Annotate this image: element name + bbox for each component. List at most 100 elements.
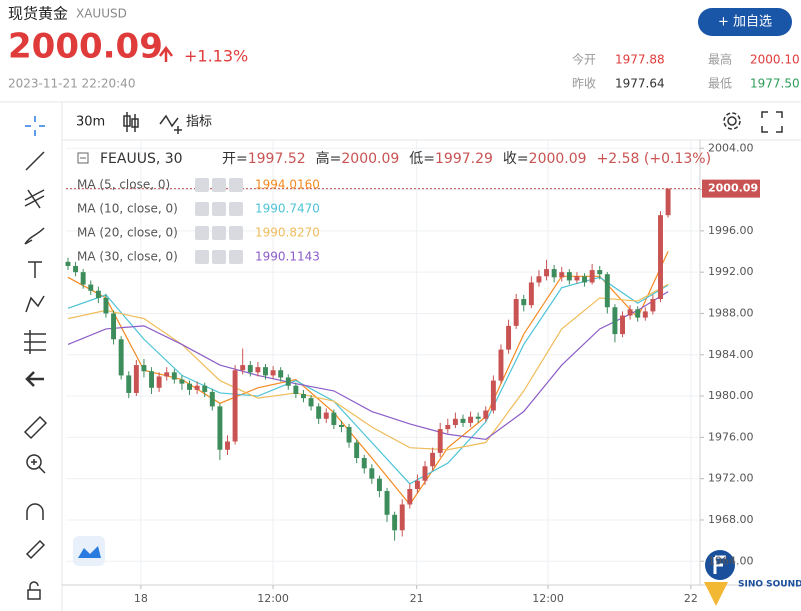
legend-control[interactable] <box>195 178 209 192</box>
back-tool[interactable] <box>25 371 44 387</box>
candle-body <box>452 418 458 425</box>
last-price-tag <box>702 179 760 198</box>
candle-body <box>232 370 238 442</box>
candle-body <box>475 416 481 419</box>
x-tick-label: 12:00 <box>257 592 289 605</box>
candle-body <box>65 261 71 266</box>
candle-body <box>407 488 413 505</box>
legend-control[interactable] <box>212 226 226 240</box>
measure-tool[interactable] <box>24 330 46 354</box>
candle-body <box>528 282 534 306</box>
candle-body <box>498 349 504 381</box>
candle-body <box>308 398 314 407</box>
magnet-tool[interactable] <box>26 503 44 520</box>
ruler-tool[interactable] <box>23 415 48 440</box>
fullscreen-button[interactable] <box>761 111 783 133</box>
candle-body <box>225 441 230 450</box>
chart-type-icon <box>78 546 101 558</box>
candle-body <box>270 370 276 376</box>
legend-control[interactable] <box>212 178 226 192</box>
candle-body <box>338 424 344 428</box>
indicator-icon[interactable] <box>159 114 182 134</box>
last-price: 2000.09 <box>8 27 163 67</box>
interval-button[interactable]: 30m <box>76 115 105 130</box>
x-tick-label: 22 <box>684 592 698 605</box>
instrument-symbol: XAUUSD <box>76 7 127 21</box>
candle-body <box>445 424 451 430</box>
candle-body <box>559 272 565 278</box>
legend-control[interactable] <box>229 178 243 192</box>
legend-entry: MA (5, close, 0) <box>77 178 170 192</box>
legend-value: 1990.1143 <box>255 250 320 264</box>
legend-control[interactable] <box>212 250 226 264</box>
brush-tool[interactable] <box>24 227 45 245</box>
candle-body <box>658 215 663 300</box>
candle-body <box>285 377 291 386</box>
candle-body <box>164 372 170 377</box>
lock-tool[interactable] <box>27 581 41 600</box>
legend-control[interactable] <box>212 202 226 216</box>
candle-body <box>612 307 618 335</box>
fib-tool[interactable] <box>24 189 45 209</box>
legend-control[interactable] <box>229 202 243 216</box>
price-change: +1.13% <box>184 47 248 66</box>
drawing-toolbar <box>23 116 48 600</box>
candle-body <box>118 339 124 376</box>
stat-value: 1977.88 <box>615 53 665 67</box>
ma-line <box>67 251 669 506</box>
candle-body <box>414 480 420 489</box>
legend-control[interactable] <box>195 226 209 240</box>
watermark-logo <box>704 582 728 606</box>
indicators-button[interactable]: 指标 <box>186 115 212 130</box>
candle-body <box>506 325 512 350</box>
candle-body <box>95 290 101 298</box>
settings-button[interactable] <box>727 116 737 126</box>
pattern-tool[interactable] <box>25 295 45 313</box>
candle-body <box>627 309 633 316</box>
x-tick-label: 12:00 <box>532 592 564 605</box>
candle-body <box>392 514 398 531</box>
candle-body <box>202 385 208 392</box>
ma-line <box>67 291 669 441</box>
ma-line <box>67 276 669 485</box>
legend-control[interactable] <box>229 250 243 264</box>
y-tick-label: 1988.00 <box>708 306 754 319</box>
candle-body <box>361 458 367 469</box>
collapse-button[interactable] <box>77 152 89 164</box>
stat-label: 最高 <box>708 52 732 67</box>
lock-draw-tool[interactable] <box>25 539 46 560</box>
candle-body <box>293 385 299 394</box>
ohlc-value: 1997.52 <box>248 151 306 167</box>
candle-body <box>141 365 147 372</box>
candle-body <box>521 299 527 306</box>
candle-body <box>331 412 337 425</box>
plot-area <box>65 140 700 585</box>
legend-control[interactable] <box>195 202 209 216</box>
legend-control[interactable] <box>229 226 243 240</box>
zoom-tool[interactable] <box>31 459 46 474</box>
candle-body <box>582 276 588 283</box>
add-watchlist-button[interactable] <box>698 8 792 36</box>
candle-body <box>209 391 215 407</box>
last-price-tag-label: 2000.09 <box>708 182 758 195</box>
line-tool[interactable] <box>25 151 45 171</box>
candle-body <box>369 468 375 479</box>
candle-body <box>255 367 261 373</box>
candle-type-button[interactable] <box>123 112 139 132</box>
chart-type-button[interactable] <box>73 536 105 566</box>
candle-body <box>217 406 223 450</box>
ohlc-value: 1997.29 <box>435 151 493 167</box>
zoom-tool[interactable] <box>26 454 42 470</box>
legend-control[interactable] <box>195 250 209 264</box>
stat-label: 昨收 <box>572 77 596 91</box>
text-tool[interactable] <box>28 261 42 278</box>
stat-value: 1977.50 <box>750 77 800 91</box>
candle-body <box>240 365 246 371</box>
y-tick-label: 1996.00 <box>708 224 754 237</box>
add-watchlist-label[interactable]: + 加自选 <box>718 15 772 30</box>
candle-body <box>88 284 94 291</box>
ma-line <box>67 283 669 451</box>
settings-button[interactable] <box>723 112 741 130</box>
candle-body <box>460 418 466 423</box>
crosshair-tool[interactable] <box>25 116 45 136</box>
